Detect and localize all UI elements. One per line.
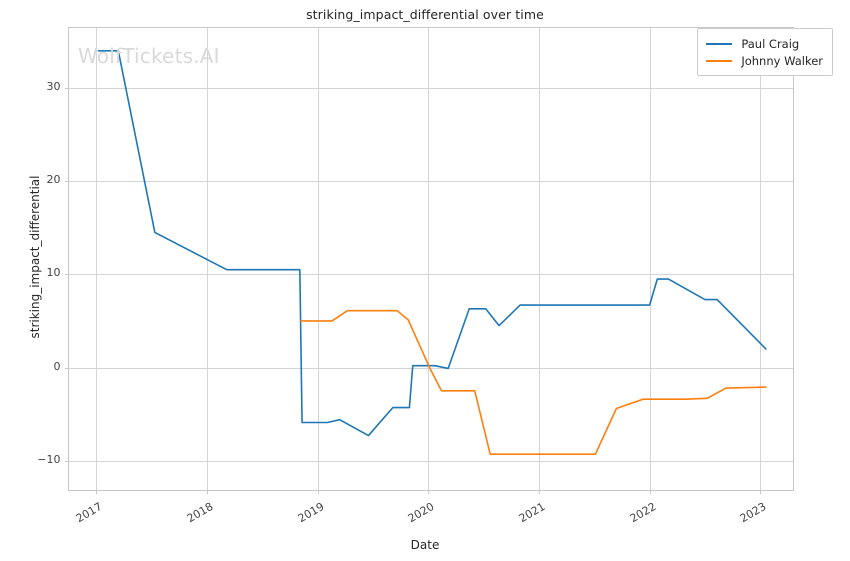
watermark: WolfTickets.AI xyxy=(78,44,220,68)
data-lines xyxy=(97,49,767,455)
gridlines xyxy=(68,27,794,491)
chart-legend[interactable]: Paul Craig Johnny Walker xyxy=(697,28,833,76)
x-axis-label: Date xyxy=(410,538,440,552)
tick-marks xyxy=(65,88,761,494)
y-tick-label: −10 xyxy=(37,452,61,466)
axes-frame xyxy=(68,27,794,491)
chart-title: striking_impact_differential over time xyxy=(306,7,544,22)
legend-item[interactable]: Paul Craig xyxy=(706,35,823,52)
legend-label: Johnny Walker xyxy=(741,53,823,68)
legend-color-swatch xyxy=(706,42,733,45)
y-tick-label: 0 xyxy=(53,359,61,373)
legend-label: Paul Craig xyxy=(741,36,800,51)
legend-color-swatch xyxy=(706,59,733,62)
y-tick-label: 30 xyxy=(46,80,61,94)
y-tick-label: 20 xyxy=(46,173,61,187)
legend-item[interactable]: Johnny Walker xyxy=(706,52,823,69)
y-tick-label: 10 xyxy=(46,266,61,280)
